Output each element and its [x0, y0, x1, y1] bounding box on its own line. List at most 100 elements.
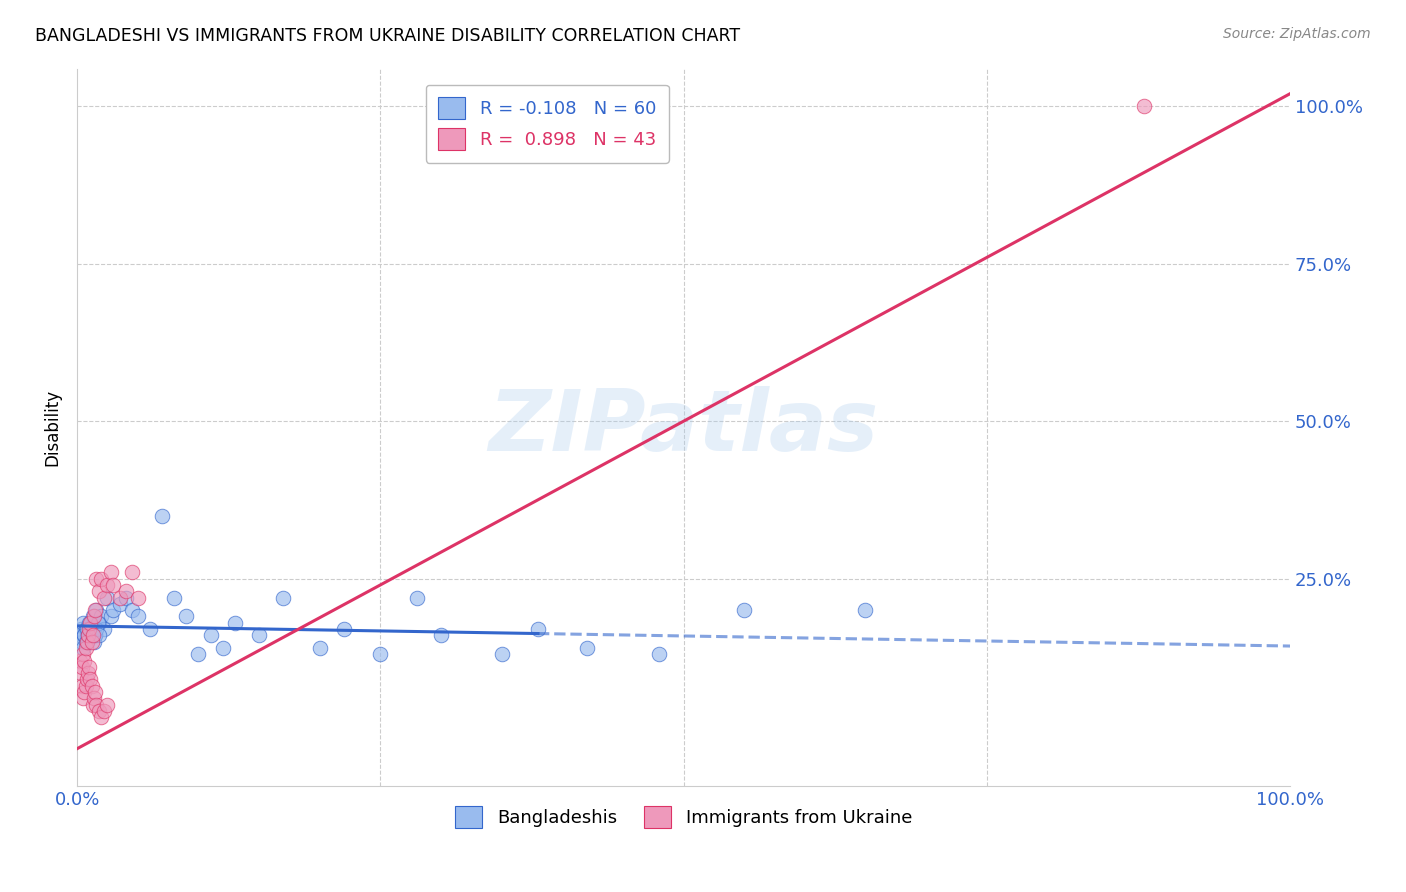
- Point: [86, 622, 108, 636]
- Point: [73, 653, 96, 667]
- Point: [121, 603, 143, 617]
- Point: [271, 591, 294, 605]
- Point: [84, 603, 107, 617]
- Point: [84, 628, 107, 642]
- Point: [69, 653, 91, 667]
- Point: [93, 704, 115, 718]
- Point: [174, 609, 197, 624]
- Point: [75, 679, 97, 693]
- Point: [80, 628, 103, 642]
- Point: [87, 615, 110, 630]
- Point: [108, 591, 131, 605]
- Point: [648, 647, 671, 661]
- Point: [75, 640, 97, 655]
- Point: [491, 647, 513, 661]
- Point: [76, 673, 98, 687]
- Point: [1133, 99, 1156, 113]
- Point: [82, 698, 104, 712]
- Point: [69, 666, 91, 681]
- Point: [430, 628, 453, 642]
- Point: [83, 622, 105, 636]
- Point: [86, 572, 108, 586]
- Text: Source: ZipAtlas.com: Source: ZipAtlas.com: [1223, 27, 1371, 41]
- Point: [70, 679, 93, 693]
- Point: [77, 628, 100, 642]
- Point: [86, 615, 108, 630]
- Point: [86, 603, 108, 617]
- Point: [82, 628, 104, 642]
- Point: [93, 622, 115, 636]
- Point: [139, 622, 162, 636]
- Point: [96, 591, 118, 605]
- Point: [93, 591, 115, 605]
- Point: [79, 622, 101, 636]
- Text: ZIPatlas: ZIPatlas: [488, 386, 879, 469]
- Point: [76, 634, 98, 648]
- Point: [76, 622, 98, 636]
- Point: [103, 603, 125, 617]
- Point: [79, 615, 101, 630]
- Point: [224, 615, 246, 630]
- Point: [100, 566, 122, 580]
- Point: [87, 584, 110, 599]
- Point: [163, 591, 186, 605]
- Point: [83, 634, 105, 648]
- Point: [79, 673, 101, 687]
- Point: [103, 578, 125, 592]
- Point: [87, 628, 110, 642]
- Point: [86, 698, 108, 712]
- Point: [77, 628, 100, 642]
- Point: [72, 640, 94, 655]
- Point: [127, 609, 149, 624]
- Point: [77, 622, 100, 636]
- Point: [69, 628, 91, 642]
- Point: [83, 691, 105, 706]
- Point: [114, 584, 136, 599]
- Point: [247, 628, 270, 642]
- Point: [96, 578, 118, 592]
- Point: [100, 609, 122, 624]
- Point: [75, 634, 97, 648]
- Point: [72, 691, 94, 706]
- Point: [211, 640, 233, 655]
- Point: [77, 615, 100, 630]
- Point: [150, 508, 173, 523]
- Point: [82, 622, 104, 636]
- Point: [87, 704, 110, 718]
- Point: [79, 615, 101, 630]
- Point: [308, 640, 330, 655]
- Point: [80, 679, 103, 693]
- Point: [77, 622, 100, 636]
- Point: [83, 609, 105, 624]
- Point: [114, 591, 136, 605]
- Point: [69, 622, 91, 636]
- Point: [82, 609, 104, 624]
- Point: [72, 615, 94, 630]
- Point: [527, 622, 550, 636]
- Point: [121, 566, 143, 580]
- Point: [77, 660, 100, 674]
- Point: [84, 685, 107, 699]
- Point: [333, 622, 356, 636]
- Point: [96, 698, 118, 712]
- Y-axis label: Disability: Disability: [44, 389, 60, 466]
- Text: BANGLADESHI VS IMMIGRANTS FROM UKRAINE DISABILITY CORRELATION CHART: BANGLADESHI VS IMMIGRANTS FROM UKRAINE D…: [35, 27, 741, 45]
- Point: [90, 710, 112, 724]
- Point: [76, 634, 98, 648]
- Point: [127, 591, 149, 605]
- Point: [75, 622, 97, 636]
- Point: [73, 628, 96, 642]
- Point: [575, 640, 598, 655]
- Point: [733, 603, 755, 617]
- Point: [370, 647, 392, 661]
- Point: [90, 572, 112, 586]
- Point: [77, 666, 100, 681]
- Point: [187, 647, 209, 661]
- Point: [200, 628, 222, 642]
- Point: [90, 609, 112, 624]
- Point: [70, 634, 93, 648]
- Legend: Bangladeshis, Immigrants from Ukraine: Bangladeshis, Immigrants from Ukraine: [449, 798, 920, 835]
- Point: [80, 628, 103, 642]
- Point: [405, 591, 427, 605]
- Point: [84, 628, 107, 642]
